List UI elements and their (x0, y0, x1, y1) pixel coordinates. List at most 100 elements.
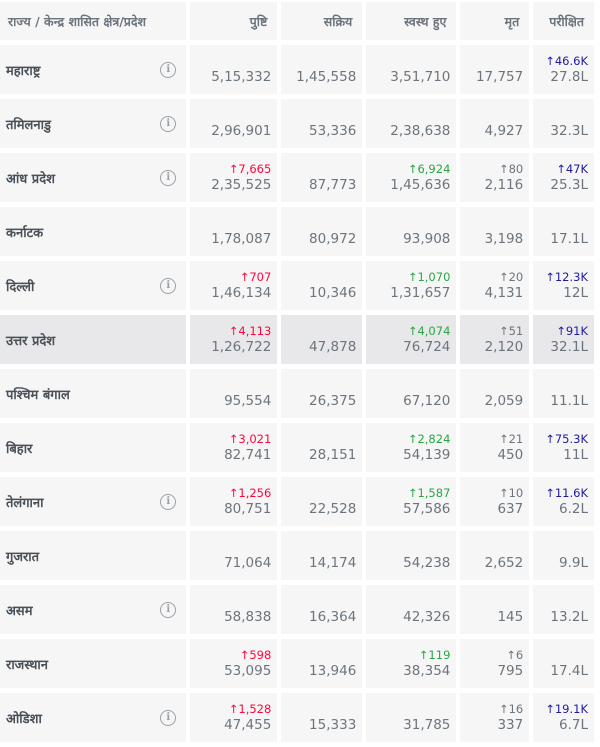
active-cell: 1,45,558 (281, 45, 363, 94)
table-row[interactable]: राजस्थान ↑598 53,095 13,946 ↑119 38,354 ↑6 795 1… (0, 639, 594, 688)
state-name: तेलंगाना (6, 495, 44, 511)
deceased-value: 337 (497, 717, 524, 733)
recovered-value: 31,785 (403, 717, 451, 733)
header-confirmed[interactable]: पुष्टि (190, 2, 278, 40)
recovered-cell: ↑119 38,354 (366, 639, 457, 688)
tested-cell: 9.9L (533, 531, 594, 580)
state-cell[interactable]: बिहार (0, 423, 187, 472)
table-header-row: राज्य / केन्द्र शासित क्षेत्र/प्रदेश पुष… (0, 2, 594, 40)
recovered-cell: 93,908 (366, 207, 457, 256)
state-cell[interactable]: ओडिशा i (0, 693, 187, 742)
table-row[interactable]: दिल्ली i ↑707 1,46,134 10,346 ↑1,070 1,31,657 ↑… (0, 261, 594, 310)
tested-delta: ↑91K (556, 324, 588, 338)
recovered-cell: ↑4,074 76,724 (366, 315, 457, 364)
tested-value: 13.2L (550, 609, 588, 625)
deceased-value: 795 (497, 663, 524, 679)
state-name: गुजरात (6, 549, 40, 565)
state-cell[interactable]: तेलंगाना i (0, 477, 187, 526)
info-icon[interactable]: i (160, 493, 177, 510)
table-row[interactable]: महाराष्ट्र i 5,15,332 1,45,558 3,51,710 17,75… (0, 45, 594, 94)
deceased-cell: ↑16 337 (460, 693, 530, 742)
deceased-value: 450 (497, 447, 524, 463)
confirmed-value: 5,15,332 (211, 69, 272, 85)
recovered-cell: ↑2,824 54,139 (366, 423, 457, 472)
state-name: राजस्थान (6, 657, 49, 673)
table-body: महाराष्ट्र i 5,15,332 1,45,558 3,51,710 17,75… (0, 45, 594, 742)
table-row[interactable]: उत्तर प्रदेश ↑4,113 1,26,722 47,878 ↑4,074 76… (0, 315, 594, 364)
deceased-delta: ↑16 (498, 702, 524, 716)
recovered-delta: ↑1,587 (407, 486, 451, 500)
recovered-value: 54,238 (403, 555, 451, 571)
active-cell: 53,336 (281, 99, 363, 148)
state-name: बिहार (6, 441, 33, 457)
state-cell[interactable]: दिल्ली i (0, 261, 187, 310)
active-cell: 13,946 (281, 639, 363, 688)
tested-value: 11.1L (550, 393, 588, 409)
active-value: 14,174 (309, 555, 357, 571)
state-cell[interactable]: पश्चिम बंगाल (0, 369, 187, 418)
table-row[interactable]: तमिलनाडु i 2,96,901 53,336 2,38,638 4,927 32.3… (0, 99, 594, 148)
recovered-value: 67,120 (403, 393, 451, 409)
table-row[interactable]: गुजरात 71,064 14,174 54,238 2,652 9.9L (0, 531, 594, 580)
info-icon[interactable]: i (160, 277, 177, 294)
confirmed-delta: ↑4,113 (228, 324, 272, 338)
table-row[interactable]: पश्चिम बंगाल 95,554 26,375 67,120 2,059 11.1L (0, 369, 594, 418)
header-tested[interactable]: परीक्षित (533, 2, 594, 40)
info-icon[interactable]: i (160, 709, 177, 726)
state-cell[interactable]: उत्तर प्रदेश (0, 315, 187, 364)
recovered-value: 76,724 (403, 339, 451, 355)
info-icon[interactable]: i (160, 61, 177, 78)
header-recovered[interactable]: स्वस्थ हुए (366, 2, 457, 40)
table-row[interactable]: असम i 58,838 16,364 42,326 145 13.2L (0, 585, 594, 634)
active-value: 15,333 (309, 717, 357, 733)
active-cell: 14,174 (281, 531, 363, 580)
info-icon[interactable]: i (160, 601, 177, 618)
header-state[interactable]: राज्य / केन्द्र शासित क्षेत्र/प्रदेश (0, 2, 187, 40)
active-value: 1,45,558 (296, 69, 357, 85)
table-row[interactable]: कर्नाटक 1,78,087 80,972 93,908 3,198 17.1L (0, 207, 594, 256)
table-row[interactable]: आंध प्रदेश i ↑7,665 2,35,525 87,773 ↑6,924 1,4… (0, 153, 594, 202)
deceased-value: 4,131 (484, 285, 524, 301)
state-cell[interactable]: असम i (0, 585, 187, 634)
active-value: 26,375 (309, 393, 357, 409)
table-row[interactable]: तेलंगाना i ↑1,256 80,751 22,528 ↑1,587 57,586 ↑… (0, 477, 594, 526)
active-cell: 15,333 (281, 693, 363, 742)
deceased-cell: ↑20 4,131 (460, 261, 530, 310)
state-cell[interactable]: महाराष्ट्र i (0, 45, 187, 94)
tested-cell: ↑19.1K 6.7L (533, 693, 594, 742)
recovered-value: 93,908 (403, 231, 451, 247)
confirmed-cell: 58,838 (190, 585, 278, 634)
state-cell[interactable]: राजस्थान (0, 639, 187, 688)
state-name: ओडिशा (6, 711, 42, 727)
deceased-cell: ↑6 795 (460, 639, 530, 688)
state-cell[interactable]: तमिलनाडु i (0, 99, 187, 148)
deceased-value: 2,652 (484, 555, 524, 571)
recovered-cell: ↑6,924 1,45,636 (366, 153, 457, 202)
deceased-delta: ↑10 (498, 486, 524, 500)
confirmed-cell: ↑7,665 2,35,525 (190, 153, 278, 202)
header-deceased[interactable]: मृत (460, 2, 530, 40)
active-value: 28,151 (309, 447, 357, 463)
confirmed-cell: 95,554 (190, 369, 278, 418)
confirmed-value: 95,554 (224, 393, 272, 409)
active-value: 13,946 (309, 663, 357, 679)
confirmed-delta: ↑1,528 (228, 702, 272, 716)
deceased-cell: 145 (460, 585, 530, 634)
state-cell[interactable]: आंध प्रदेश i (0, 153, 187, 202)
info-icon[interactable]: i (160, 169, 177, 186)
header-active[interactable]: सक्रिय (281, 2, 363, 40)
confirmed-cell: 71,064 (190, 531, 278, 580)
confirmed-value: 80,751 (224, 501, 272, 517)
table-row[interactable]: ओडिशा i ↑1,528 47,455 15,333 31,785 ↑16 337 ↑19.… (0, 693, 594, 742)
confirmed-cell: ↑4,113 1,26,722 (190, 315, 278, 364)
recovered-value: 3,51,710 (390, 69, 451, 85)
deceased-value: 17,757 (475, 69, 524, 85)
state-cell[interactable]: गुजरात (0, 531, 187, 580)
active-value: 53,336 (309, 123, 357, 139)
info-icon[interactable]: i (160, 115, 177, 132)
confirmed-value: 53,095 (224, 663, 272, 679)
deceased-cell: 2,652 (460, 531, 530, 580)
active-value: 22,528 (309, 501, 357, 517)
state-cell[interactable]: कर्नाटक (0, 207, 187, 256)
table-row[interactable]: बिहार ↑3,021 82,741 28,151 ↑2,824 54,139 ↑21 45… (0, 423, 594, 472)
